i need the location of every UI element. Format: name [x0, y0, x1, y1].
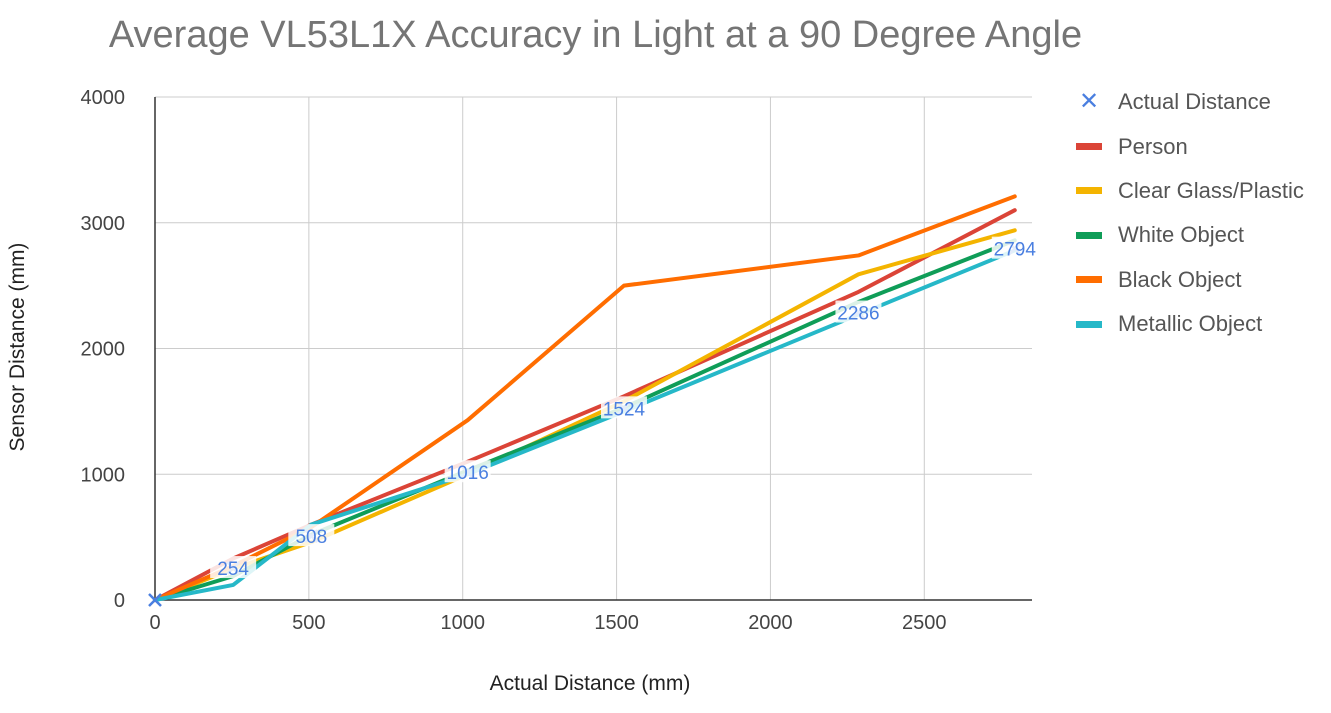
legend-label: Person — [1118, 133, 1188, 159]
data-label: 2794 — [994, 240, 1037, 261]
legend-item-actual-distance: ✕ Actual Distance — [1076, 80, 1304, 124]
actual-distance-marker — [148, 593, 162, 607]
x-tick-label: 500 — [292, 612, 325, 634]
data-label: 254 — [217, 559, 249, 580]
legend-item-clear-glass-plastic: Clear Glass/Plastic — [1076, 169, 1304, 213]
y-tick-label: 1000 — [81, 464, 126, 486]
legend-item-white-object: White Object — [1076, 213, 1304, 257]
series-line-black-object — [153, 194, 1017, 602]
legend-label: White Object — [1118, 222, 1244, 248]
data-label: 1524 — [603, 399, 646, 420]
data-label: 508 — [295, 527, 327, 548]
legend-item-person: Person — [1076, 124, 1304, 168]
x-tick-label: 1500 — [594, 612, 639, 634]
y-tick-label: 4000 — [81, 87, 126, 109]
data-label-background — [600, 396, 647, 419]
legend-item-metallic-object: Metallic Object — [1076, 302, 1304, 346]
legend-label: Metallic Object — [1118, 311, 1263, 337]
series-line-metallic-object — [153, 248, 1017, 602]
data-label-background — [210, 556, 257, 579]
data-label-background — [444, 460, 491, 483]
data-label-background — [288, 524, 335, 547]
x-tick-label: 1000 — [440, 612, 485, 634]
legend-swatch — [1076, 276, 1102, 284]
legend-swatch — [1076, 231, 1102, 239]
y-tick-label: 2000 — [81, 339, 126, 361]
data-label-background — [835, 300, 882, 323]
y-tick-label: 0 — [114, 590, 125, 612]
legend-swatch — [1076, 187, 1102, 195]
data-label-background — [991, 236, 1038, 259]
x-axis-label: Actual Distance (mm) — [489, 672, 691, 695]
x-tick-label: 0 — [149, 612, 160, 634]
legend-item-black-object: Black Object — [1076, 258, 1304, 302]
y-tick-label: 3000 — [81, 213, 126, 235]
chart-title: Average VL53L1X Accuracy in Light at a 9… — [108, 14, 1083, 56]
legend-x-marker-icon: ✕ — [1078, 88, 1100, 116]
legend: ✕ Actual Distance Person Clear Glass/Plasti… — [1076, 80, 1304, 346]
data-label: 2286 — [837, 304, 879, 325]
legend-label: Clear Glass/Plastic — [1118, 177, 1304, 203]
data-label: 1016 — [447, 463, 489, 484]
legend-swatch — [1076, 320, 1102, 328]
legend-label: Actual Distance — [1118, 89, 1271, 115]
legend-label: Black Object — [1118, 266, 1242, 292]
legend-swatch — [1076, 143, 1102, 151]
x-tick-label: 2000 — [748, 612, 793, 634]
x-tick-label: 2500 — [902, 612, 947, 634]
